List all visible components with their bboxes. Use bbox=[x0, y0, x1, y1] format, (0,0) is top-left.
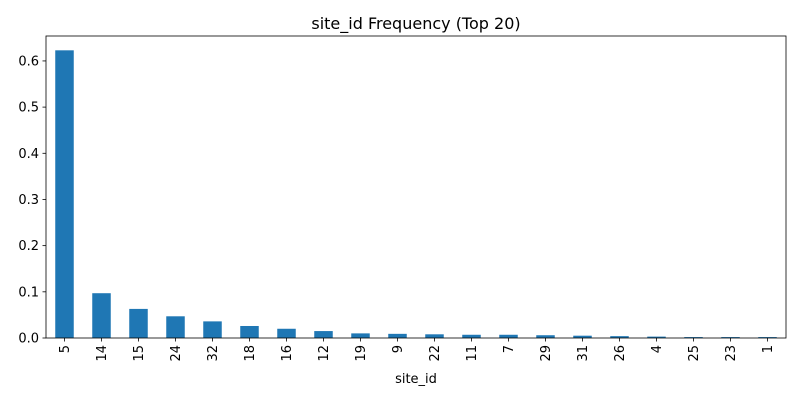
x-tick-label: 14 bbox=[95, 345, 110, 362]
x-tick-label: 29 bbox=[539, 345, 554, 362]
bar-19 bbox=[351, 333, 370, 338]
x-tick-label: 18 bbox=[243, 345, 258, 362]
bar-16 bbox=[277, 328, 296, 338]
x-tick-label: 15 bbox=[132, 345, 147, 362]
x-tick-label: 32 bbox=[206, 345, 221, 362]
x-tick-label: 24 bbox=[169, 345, 184, 362]
x-tick-label: 25 bbox=[687, 345, 702, 362]
bar-4 bbox=[647, 336, 666, 338]
y-tick-label: 0.4 bbox=[18, 147, 39, 162]
bars bbox=[55, 50, 777, 339]
bar-1 bbox=[758, 337, 777, 338]
bar-31 bbox=[573, 335, 592, 338]
bar-14 bbox=[92, 293, 111, 338]
x-tick-label: 7 bbox=[502, 345, 517, 353]
x-tick-label: 22 bbox=[428, 345, 443, 362]
x-tick-label: 4 bbox=[650, 345, 665, 353]
bar-22 bbox=[425, 334, 444, 338]
x-tick-label: 26 bbox=[613, 345, 628, 362]
x-tick-label: 9 bbox=[391, 345, 406, 353]
x-tick-label: 5 bbox=[58, 345, 73, 353]
x-tick-label: 16 bbox=[280, 345, 295, 362]
bar-26 bbox=[610, 336, 629, 338]
x-axis: 5 14 15 24 32 18 16 12 19 9 22 11 7 29 31 26 4 25 23 1 bbox=[58, 338, 776, 362]
y-axis: 0.0 0.1 0.2 0.3 0.4 0.5 0.6 bbox=[18, 54, 46, 347]
x-tick-label: 31 bbox=[576, 345, 591, 362]
x-tick-label: 11 bbox=[465, 345, 480, 362]
bar-18 bbox=[240, 325, 259, 338]
plot-frame bbox=[45, 35, 787, 339]
bar-32 bbox=[203, 321, 222, 338]
y-tick-label: 0.5 bbox=[18, 101, 39, 116]
x-tick-label: 19 bbox=[354, 345, 369, 362]
bar-9 bbox=[388, 333, 407, 338]
y-tick-label: 0.3 bbox=[18, 193, 39, 208]
chart-title: site_id Frequency (Top 20) bbox=[311, 14, 520, 34]
x-tick-label: 23 bbox=[724, 345, 739, 362]
y-tick-label: 0.6 bbox=[18, 54, 39, 69]
x-axis-label: site_id bbox=[395, 372, 437, 387]
bar-29 bbox=[536, 335, 555, 338]
bar-25 bbox=[684, 337, 703, 338]
bar-24 bbox=[166, 316, 185, 338]
y-tick-label: 0.0 bbox=[18, 332, 39, 347]
y-tick-label: 0.1 bbox=[18, 285, 39, 300]
y-tick-label: 0.2 bbox=[18, 239, 39, 254]
x-tick-label: 12 bbox=[317, 345, 332, 362]
bar-12 bbox=[314, 331, 333, 338]
bar-7 bbox=[499, 334, 518, 338]
bar-5 bbox=[55, 50, 74, 339]
bar-23 bbox=[721, 337, 740, 338]
bar-15 bbox=[129, 308, 148, 338]
x-tick-label: 1 bbox=[761, 345, 776, 353]
bar-11 bbox=[462, 334, 481, 338]
